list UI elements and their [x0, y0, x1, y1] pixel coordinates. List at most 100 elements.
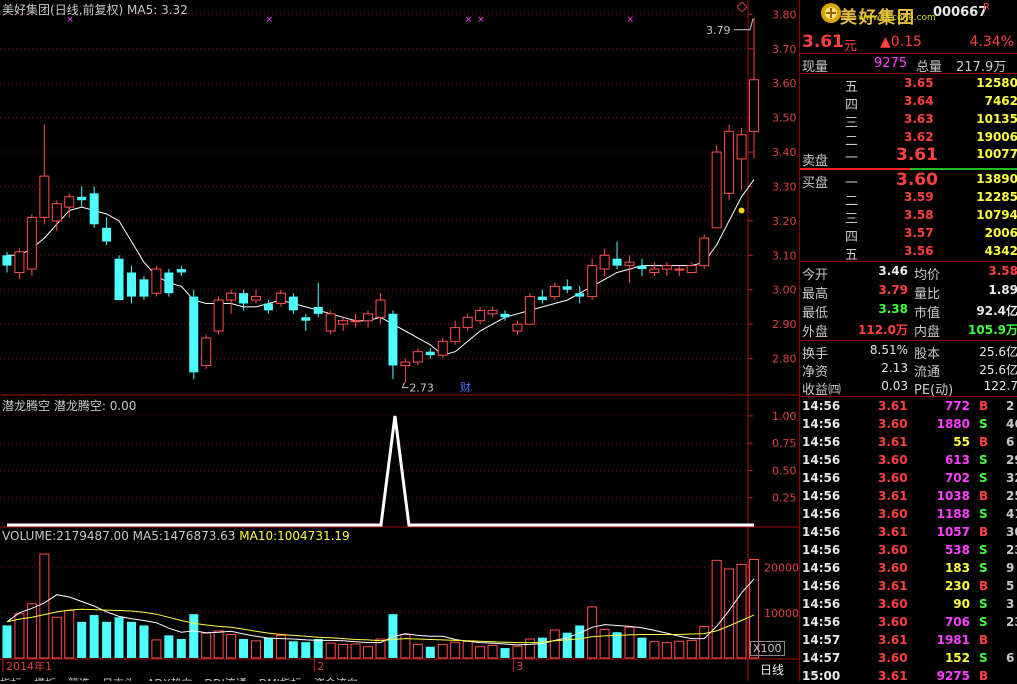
candle-body [14, 251, 25, 274]
sell-label: 卖盘 [802, 154, 829, 169]
period-tab[interactable]: 日线 [760, 663, 785, 677]
candle-body [437, 340, 448, 356]
volume-bar [562, 632, 572, 658]
stat-label: 换手 [802, 347, 829, 362]
bottom-tab[interactable]: DMI指标 [259, 677, 302, 681]
candle [213, 296, 224, 335]
bottom-tab[interactable]: 指标 [0, 677, 22, 681]
bottom-tab[interactable]: 资金流向 [314, 677, 358, 681]
kline-chart-svg[interactable]: 3.79 2.73 财 × × × × × 3.80 3.70 3.60 3.50 3.40 3.30 3… [0, 0, 799, 681]
divider [800, 73, 1017, 74]
tick-count: 23 [1006, 543, 1017, 557]
price-tick-label: 3.50 [772, 112, 797, 125]
ask-row: 一 3.61 10077 [800, 145, 1017, 166]
tick-row: 14:56 3.60 613 S 29 [800, 453, 1017, 471]
tick-time: 14:56 [802, 435, 841, 449]
period-label: (日线,前复权) [50, 3, 124, 17]
tick-count: 3 [1006, 597, 1015, 611]
volume-ma5-label: MA5: [132, 529, 163, 543]
tick-time: 14:56 [802, 615, 841, 629]
stat-value: 3.79 [878, 283, 908, 297]
candle [139, 275, 149, 301]
candle-body [164, 272, 174, 294]
price-header: 美好集团(日线,前复权) MA5: 3.32 [2, 1, 188, 18]
tick-row: 14:56 3.60 90 S 3 [800, 597, 1017, 615]
ask-row: 三 3.63 10135 [800, 112, 1017, 131]
ask-row: 四 3.64 7462 [800, 94, 1017, 113]
volume-bar [64, 610, 75, 659]
date-tick-label: 2014年1 [6, 659, 52, 673]
tick-row: 15:00 3.61 9275 B [800, 669, 1017, 681]
volume-tick-label: 10000 [764, 607, 799, 620]
candle-body [425, 351, 435, 356]
diamond-icon[interactable] [736, 1, 748, 13]
candle-body [301, 317, 311, 321]
candle [313, 282, 323, 318]
tick-row: 14:57 3.60 152 S 6 [800, 651, 1017, 669]
candle-body [77, 196, 87, 201]
stat-label: 今开 [802, 268, 829, 283]
bottom-tab[interactable]: ADX趋向 [147, 677, 193, 681]
volume-bar [89, 615, 99, 658]
volume-bar [239, 639, 249, 658]
tick-row: 14:56 3.60 706 S 23 [800, 615, 1017, 633]
tick-count: 6 [1006, 435, 1015, 449]
volume-bar [487, 644, 498, 659]
candle [275, 289, 286, 307]
tick-volume: 1981 [936, 633, 970, 647]
bottom-tabs: 指标 模板 筛选 日志头 ADX趋向 DDI流通 DMI指标 资金流向 [0, 675, 760, 681]
tick-time: 14:56 [802, 579, 841, 593]
price-tick-label: 3.60 [772, 77, 797, 90]
candle-body [674, 268, 685, 271]
bottom-tab[interactable]: 筛选 [68, 677, 90, 681]
tick-price: 3.61 [878, 525, 908, 539]
volume-bar [575, 625, 585, 658]
tick-time: 14:56 [802, 471, 841, 485]
tick-direction: S [979, 453, 988, 467]
indicator-tick-label: 0.75 [772, 437, 797, 450]
volume-bar [26, 603, 37, 659]
price-tick-label: 3.00 [772, 284, 797, 297]
volume-bar [77, 621, 87, 658]
signal-marker: × [66, 15, 74, 25]
bottom-tab[interactable]: 模板 [34, 677, 56, 681]
candle-body [89, 193, 99, 225]
volume-bar [226, 633, 237, 659]
ask-row: 五 3.65 12580 [800, 76, 1017, 95]
tick-volume: 706 [944, 615, 970, 629]
candle-body [325, 313, 336, 332]
tick-direction: S [979, 615, 988, 629]
kline-chart-area[interactable]: 3.79 2.73 财 × × × × × 3.80 3.70 3.60 3.50 3.40 3.30 3… [0, 0, 799, 681]
candle-body [64, 196, 75, 208]
candle [239, 289, 249, 311]
candle [89, 186, 99, 228]
tick-volume: 772 [944, 399, 970, 413]
stat-label: 市值 [914, 306, 941, 321]
buy-bar [910, 168, 1017, 170]
stat-label: 量比 [914, 287, 941, 302]
volume-bar [201, 632, 212, 659]
tick-price: 3.60 [878, 453, 908, 467]
stat-label: 内盘 [914, 325, 941, 340]
tick-row: 14:56 3.60 538 S 23 [800, 543, 1017, 561]
bottom-tab[interactable]: 日志头 [102, 677, 135, 681]
indicator-header: 潜龙腾空 潜龙腾空: 0.00 [2, 397, 136, 414]
candle-body [749, 79, 759, 132]
date-tick-label: 3 [516, 660, 523, 673]
bid-row: 一 3.60 13890 [800, 170, 1017, 191]
quote-title: 美好集团 www.cccone.com 000667 R [800, 2, 1017, 28]
candle [674, 265, 685, 276]
tick-time: 14:56 [802, 417, 841, 431]
ask-volume: 7462 [984, 94, 1017, 108]
finance-marker: 财 [460, 380, 471, 394]
candle-body [512, 323, 523, 332]
stat-value: 112.0万 [858, 323, 908, 337]
volume-bar [599, 629, 610, 659]
stat-label: 均价 [914, 268, 941, 283]
bottom-tab[interactable]: DDI流通 [205, 677, 247, 681]
candle [301, 313, 311, 332]
tick-time: 14:56 [802, 507, 841, 521]
price-tick-label: 3.80 [772, 8, 797, 21]
bid-volume: 12285 [976, 190, 1017, 204]
tick-count: 29 [1006, 453, 1017, 467]
